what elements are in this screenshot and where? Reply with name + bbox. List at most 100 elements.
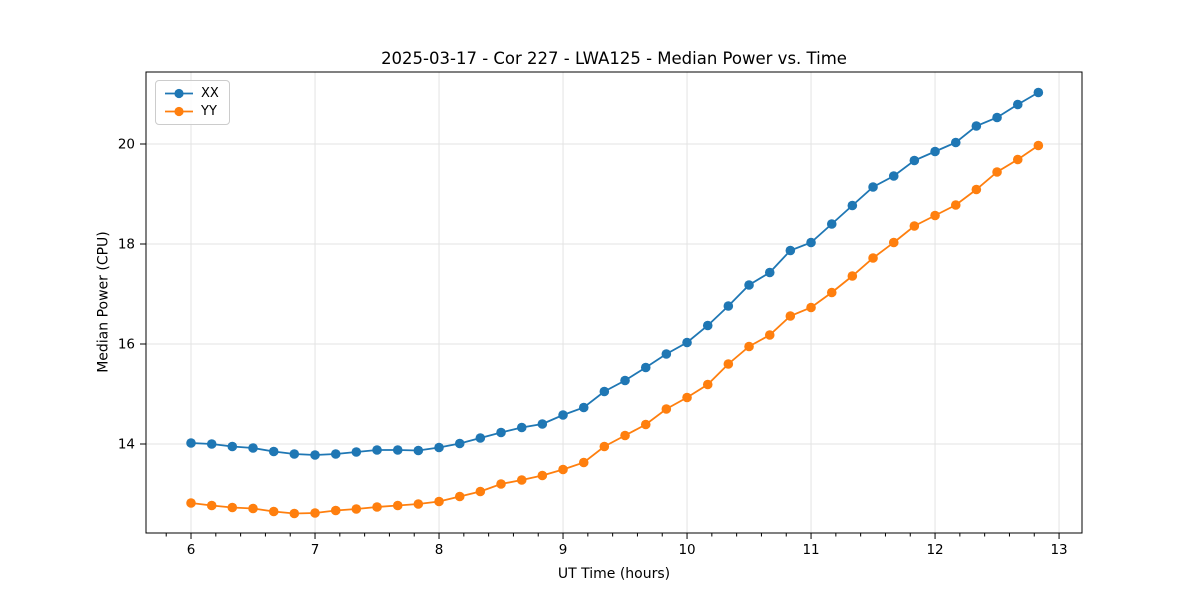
- series-XX-marker: [413, 445, 424, 456]
- series-YY-marker: [826, 287, 837, 298]
- svg-text:12: 12: [926, 542, 943, 558]
- series-XX-marker: [744, 280, 754, 290]
- svg-text:18: 18: [118, 237, 135, 253]
- axis-ticks: [140, 143, 1060, 539]
- series-XX-marker: [310, 450, 320, 460]
- svg-text:10: 10: [678, 542, 695, 558]
- legend-entry-yy: YY: [164, 104, 219, 119]
- series-YY-marker: [578, 457, 589, 468]
- series-XX-marker: [826, 219, 837, 229]
- series-XX: [186, 87, 1044, 460]
- series-YY-marker: [640, 419, 651, 430]
- series-XX-marker: [868, 182, 878, 192]
- series-XX-marker: [537, 419, 548, 429]
- svg-text:11: 11: [802, 542, 819, 558]
- svg-text:13: 13: [1050, 542, 1067, 558]
- series-YY-marker: [806, 302, 816, 313]
- series-XX-marker: [558, 410, 568, 420]
- series-XX-marker: [640, 362, 651, 373]
- series-XX-marker: [186, 438, 196, 448]
- series-XX-marker: [992, 112, 1002, 123]
- series-YY-marker: [785, 311, 796, 321]
- series-YY-marker: [764, 330, 775, 340]
- series-YY-marker: [248, 503, 258, 514]
- series-YY-marker: [620, 430, 630, 441]
- series-XX-marker: [227, 441, 238, 452]
- series-YY-marker: [723, 359, 734, 369]
- series-XX-marker: [661, 349, 672, 359]
- legend-label-yy: YY: [201, 104, 217, 119]
- series-XX-marker: [496, 427, 506, 438]
- series-YY-marker: [186, 498, 196, 508]
- svg-text:6: 6: [187, 542, 196, 558]
- x-axis-label: UT Time (hours): [557, 566, 671, 582]
- tick-labels: 6 7 8 9 10 11 12 13 14 16 18 20: [118, 137, 1068, 559]
- series-XX-marker: [578, 402, 589, 413]
- series-XX-marker: [950, 137, 961, 148]
- series-XX-marker: [1033, 87, 1044, 98]
- series-YY-marker: [971, 184, 982, 195]
- series-YY-marker: [496, 479, 506, 489]
- series-XX-marker: [930, 146, 940, 157]
- series-YY-marker: [682, 392, 692, 403]
- series-YY-marker: [268, 506, 279, 517]
- series-YY-marker: [537, 470, 548, 481]
- series-YY-marker: [868, 253, 878, 263]
- legend: XX YY: [155, 80, 230, 125]
- svg-text:16: 16: [118, 337, 135, 353]
- svg-text:8: 8: [435, 542, 444, 558]
- series-YY-marker: [744, 341, 754, 352]
- series-YY-marker: [847, 271, 858, 281]
- series-YY-marker: [888, 237, 899, 248]
- series-XX-marker: [888, 171, 899, 181]
- series-XX-marker: [971, 121, 982, 131]
- gridlines: [146, 72, 1082, 533]
- series-YY-marker: [599, 441, 610, 452]
- series-YY-marker: [1012, 154, 1023, 165]
- chart-title: 2025-03-17 - Cor 227 - LWA125 - Median P…: [381, 49, 847, 68]
- legend-swatch-yy-icon: [165, 106, 193, 117]
- legend-entry-xx: XX: [164, 86, 219, 101]
- svg-text:14: 14: [118, 437, 135, 453]
- series-YY-marker: [310, 508, 320, 518]
- series-YY-marker: [330, 505, 341, 516]
- series-XX-marker: [785, 245, 796, 256]
- series-YY-marker: [909, 221, 920, 231]
- legend-swatch-xx-icon: [165, 88, 193, 99]
- series-YY-marker: [661, 404, 672, 414]
- series-XX-marker: [351, 447, 362, 457]
- svg-text:7: 7: [311, 542, 320, 558]
- svg-text:20: 20: [118, 137, 135, 153]
- series-XX-marker: [206, 439, 217, 449]
- y-axis-label: Median Power (CPU): [95, 231, 112, 373]
- series-YY-marker: [930, 210, 940, 221]
- series-XX-marker: [682, 337, 692, 348]
- series-YY-marker: [206, 500, 217, 511]
- series-YY-marker: [392, 500, 403, 511]
- series-XX-marker: [454, 438, 465, 449]
- series-XX-marker: [392, 445, 403, 455]
- series-XX-marker: [268, 446, 279, 457]
- series-YY-marker: [558, 464, 568, 475]
- series-XX-marker: [330, 449, 341, 459]
- series-XX-marker: [289, 449, 300, 459]
- series-XX-marker: [764, 267, 775, 278]
- series-XX-marker: [723, 301, 734, 311]
- series-YY-marker: [702, 379, 713, 390]
- series-XX-marker: [475, 433, 486, 443]
- series-XX-marker: [1012, 99, 1023, 110]
- series-XX-line: [190, 91, 1039, 456]
- legend-label-xx: XX: [201, 86, 219, 101]
- series-XX-marker: [909, 155, 920, 166]
- series-XX-marker: [620, 375, 630, 386]
- series-YY-marker: [454, 491, 465, 502]
- series-XX-marker: [248, 443, 258, 453]
- series-XX-marker: [516, 422, 527, 433]
- series-XX-marker: [372, 445, 382, 455]
- series-YY: [186, 140, 1044, 519]
- svg-text:9: 9: [559, 542, 568, 558]
- series-XX-marker: [847, 200, 858, 211]
- series-YY-marker: [475, 486, 486, 497]
